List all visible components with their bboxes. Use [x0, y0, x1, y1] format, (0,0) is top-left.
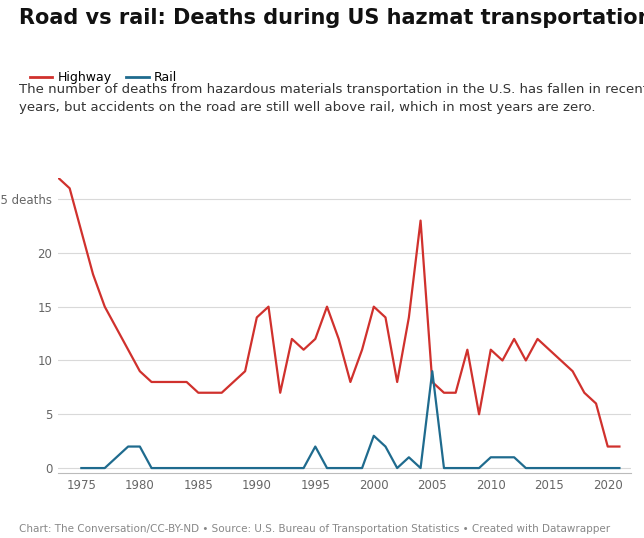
Legend: Highway, Rail: Highway, Rail [30, 72, 177, 84]
Text: The number of deaths from hazardous materials transportation in the U.S. has fal: The number of deaths from hazardous mate… [19, 83, 644, 114]
Text: Road vs rail: Deaths during US hazmat transportation: Road vs rail: Deaths during US hazmat tr… [19, 8, 644, 28]
Text: Chart: The Conversation/CC-BY-ND • Source: U.S. Bureau of Transportation Statist: Chart: The Conversation/CC-BY-ND • Sourc… [19, 523, 611, 534]
